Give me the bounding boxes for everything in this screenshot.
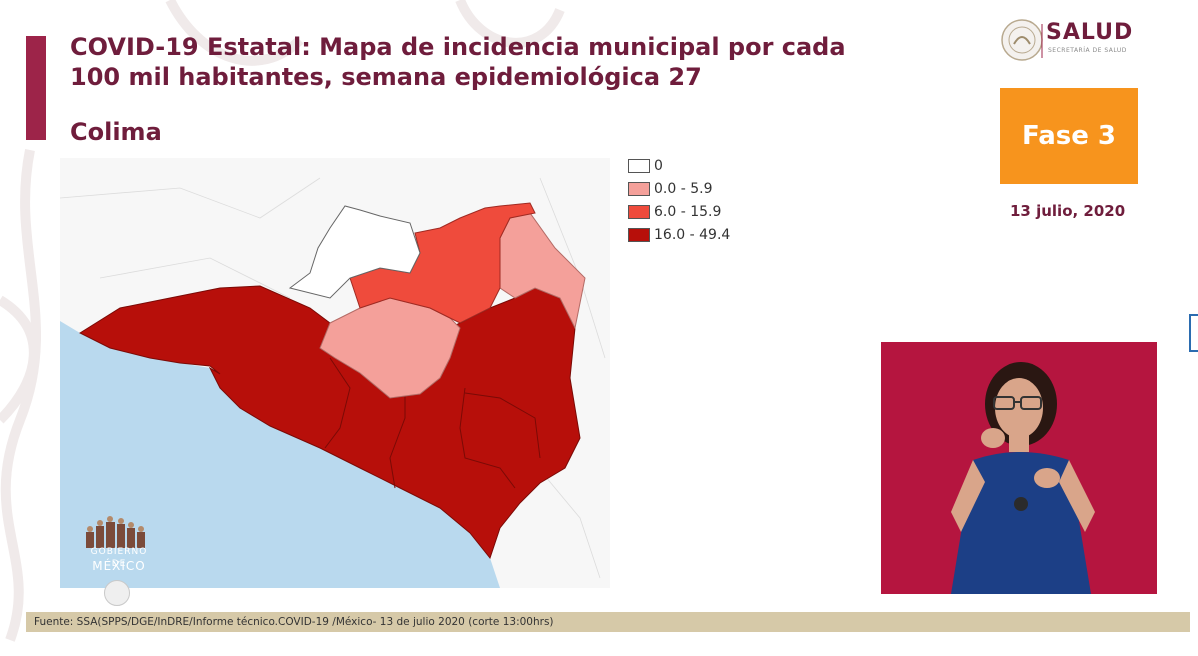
legend-swatch [628, 158, 650, 173]
seal-icon [104, 580, 130, 606]
state-name: Colima [70, 118, 162, 146]
legend-swatch [628, 204, 650, 219]
legend-swatch [628, 227, 650, 242]
page-title: COVID-19 Estatal: Mapa de incidencia mun… [70, 33, 846, 91]
colima-map-svg [60, 177, 606, 588]
title-accent-bar [26, 36, 46, 140]
interpreter-figure [951, 362, 1095, 594]
footer-bar [26, 612, 1190, 632]
gobierno-logo-icon [86, 516, 145, 548]
legend-label: 0 [654, 157, 663, 174]
gobierno-text-line2: MÉXICO [92, 559, 146, 573]
salud-logo-subtext: SECRETARÍA DE SALUD [1048, 47, 1127, 54]
legend-item: 6.0 - 15.9 [628, 200, 730, 223]
legend-item: 16.0 - 49.4 [628, 223, 730, 246]
edge-marker [1189, 314, 1198, 352]
phase-badge: Fase 3 [1000, 88, 1138, 184]
legend-label: 6.0 - 15.9 [654, 203, 722, 220]
municipal-borders [324, 357, 541, 489]
gobierno-text-line1: GOBIERNO DE [90, 547, 148, 569]
interpreter-video [881, 342, 1157, 594]
region-zero [288, 205, 421, 299]
pacific-ocean [60, 321, 500, 588]
legend-label: 16.0 - 49.4 [654, 226, 731, 243]
map-legend: 0 0.0 - 5.9 6.0 - 15.9 16.0 - 49.4 [628, 154, 730, 246]
salud-logo-icon [1001, 19, 1043, 61]
incidence-map [60, 158, 610, 588]
region-medium [349, 202, 536, 324]
source-note: Fuente: SSA(SPPS/DGE/InDRE/Informe técni… [34, 616, 554, 628]
report-date: 13 julio, 2020 [1010, 202, 1126, 220]
salud-logo-text: SALUD [1046, 20, 1134, 45]
legend-label: 0.0 - 5.9 [654, 180, 713, 197]
legend-swatch [628, 181, 650, 196]
legend-item: 0.0 - 5.9 [628, 177, 730, 200]
legend-item: 0 [628, 154, 730, 177]
